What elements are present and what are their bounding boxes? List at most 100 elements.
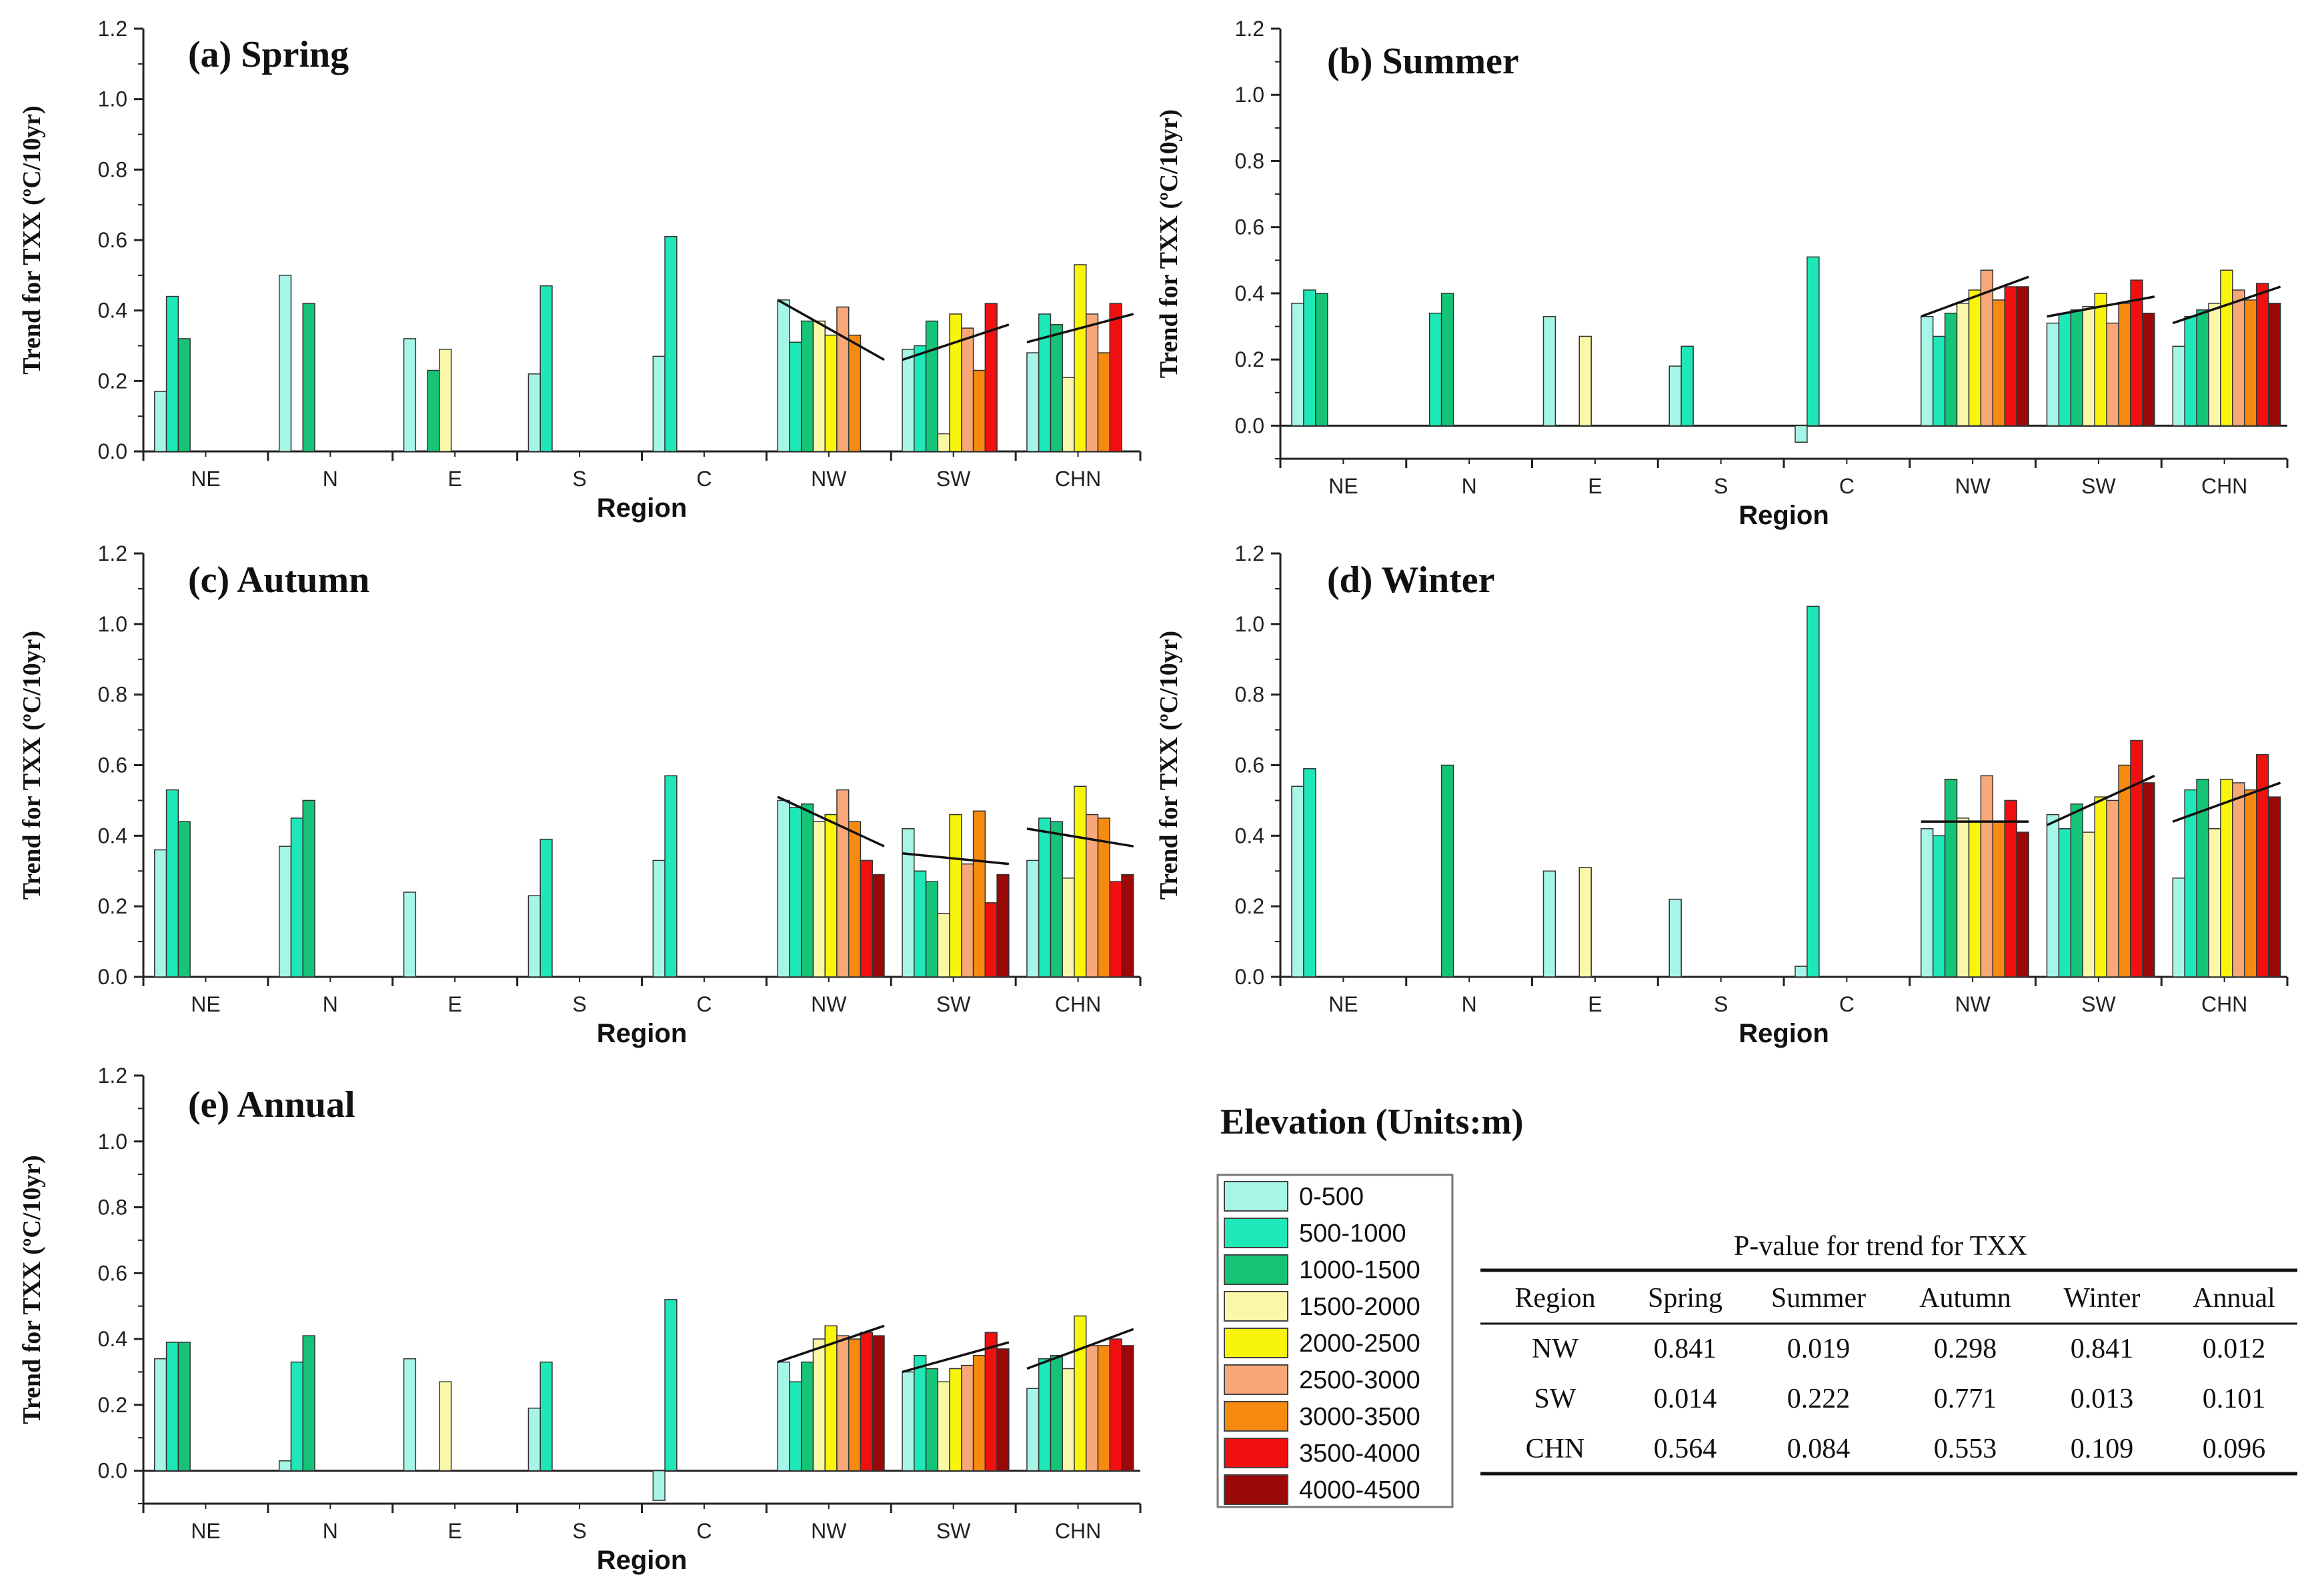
x-tick-label: S — [572, 467, 586, 491]
bar-sw-500-1000 — [914, 1355, 927, 1472]
bar-chn-4000-4500 — [1121, 1345, 1134, 1472]
bar-nw-2000-2500 — [824, 814, 838, 978]
bar-chn-3000-3500 — [1097, 352, 1110, 452]
chart-panel-5: 0.00.20.40.60.81.01.2NE N E S C NW SW CHNRegion… — [18, 1064, 1142, 1575]
chart-panel-4: 0.00.20.40.60.81.01.2NE N E S C NW SW CHNRegion… — [1155, 541, 2289, 1048]
y-axis-label: Trend for TXX (ºC/10yr) — [1155, 109, 1183, 378]
bar-sw-3500-4000 — [984, 902, 998, 978]
y-tick-label: 0.6 — [1235, 753, 1264, 777]
y-tick-label: 0.8 — [1235, 149, 1264, 173]
chart-panels: 0.00.20.40.60.81.01.2NE N E S C NW SW CHNRegion… — [18, 17, 2289, 1575]
bar-chn-500-1000 — [2184, 315, 2197, 427]
bar-sw-3500-4000 — [2130, 279, 2143, 427]
bar-chn-0-500 — [1026, 1388, 1040, 1472]
trend-line-sw — [902, 323, 1010, 361]
x-tick-label: SW — [2081, 474, 2116, 498]
legend-swatch — [1224, 1364, 1288, 1395]
table-cell: SW — [1534, 1384, 1576, 1414]
pvalue-table: P-value for trend for TXX Region Spring Su… — [1480, 1231, 2297, 1476]
bar-chn-1000-1500 — [1050, 324, 1063, 452]
y-tick-label: 0.4 — [98, 299, 127, 323]
legend-label: 1500-2000 — [1299, 1293, 1420, 1321]
bar-nw-500-1000 — [789, 807, 802, 978]
x-tick-label: NW — [811, 1519, 847, 1543]
bar-nw-3000-3500 — [848, 821, 862, 978]
bar-nw-3500-4000 — [860, 860, 873, 978]
y-tick-label: 1.0 — [1235, 612, 1264, 636]
bar-s-0-500 — [527, 373, 541, 452]
bar-ne-500-1000 — [165, 789, 179, 978]
x-tick-label: N — [1462, 474, 1477, 498]
bar-nw-1000-1500 — [1944, 312, 1958, 427]
bar-chn-4000-4500 — [2267, 303, 2281, 427]
bar-ne-0-500 — [1291, 785, 1304, 978]
bar-sw-2500-3000 — [961, 863, 974, 978]
bar-chn-4000-4500 — [2267, 796, 2281, 978]
bar-chn-3000-3500 — [1097, 1345, 1110, 1472]
trend-line-nw — [1921, 275, 2029, 318]
bar-chn-1500-2000 — [2208, 828, 2221, 978]
bar-chn-0-500 — [1026, 352, 1040, 452]
bar-sw-1000-1500 — [925, 881, 939, 978]
bar-sw-1000-1500 — [2070, 803, 2084, 978]
bar-ne-1000-1500 — [1315, 293, 1328, 427]
panel-title: (c) Autumn — [188, 559, 369, 601]
bar-sw-0-500 — [2046, 322, 2060, 427]
bar-sw-3500-4000 — [984, 1332, 998, 1472]
bar-ne-500-1000 — [1303, 768, 1316, 978]
bar-ne-1000-1500 — [177, 821, 191, 978]
bar-ne-500-1000 — [1303, 289, 1316, 427]
x-tick-label: NW — [1955, 992, 1991, 1016]
y-tick-label: 1.0 — [98, 87, 127, 111]
legend-label: 1000-1500 — [1299, 1256, 1420, 1284]
x-tick-label: S — [572, 992, 586, 1016]
y-axis-label: Trend for TXX (ºC/10yr) — [18, 1155, 46, 1424]
bar-sw-2500-3000 — [961, 1364, 974, 1472]
bar-n-1000-1500 — [1440, 293, 1454, 427]
x-tick-label: CHN — [2201, 474, 2247, 498]
bar-c-500-1000 — [664, 235, 678, 452]
x-tick-label: NW — [1955, 474, 1991, 498]
y-tick-label: 0.0 — [98, 1459, 127, 1483]
bar-n-0-500 — [278, 275, 292, 452]
bar-nw-1500-2000 — [812, 320, 826, 452]
trend-line-chn — [2172, 285, 2281, 325]
legend-label: 3000-3500 — [1299, 1403, 1420, 1431]
x-tick-label: C — [696, 992, 712, 1016]
x-tick-label: NE — [191, 467, 220, 491]
x-tick-label: E — [448, 467, 462, 491]
y-tick-label: 1.2 — [1235, 17, 1264, 41]
y-tick-label: 0.4 — [98, 1327, 127, 1351]
x-tick-label: SW — [936, 992, 971, 1016]
bar-nw-4000-4500 — [872, 1335, 885, 1472]
table-cell: 0.553 — [1934, 1434, 1997, 1464]
bar-nw-1000-1500 — [1944, 778, 1958, 978]
bar-ne-1000-1500 — [177, 338, 191, 452]
bar-nw-3000-3500 — [848, 334, 862, 452]
bar-chn-500-1000 — [2184, 789, 2197, 978]
bar-sw-2000-2500 — [2094, 796, 2107, 978]
bar-n-0-500 — [278, 846, 292, 978]
bar-nw-1500-2000 — [812, 821, 826, 978]
legend-swatch — [1224, 1291, 1288, 1322]
bar-c-0-500 — [652, 355, 666, 452]
bar-nw-3500-4000 — [2004, 286, 2017, 427]
y-axis-label: Trend for TXX (ºC/10yr) — [18, 105, 46, 374]
bar-nw-2500-3000 — [1980, 775, 1994, 978]
legend-label: 500-1000 — [1299, 1220, 1406, 1248]
bar-nw-0-500 — [777, 1361, 790, 1472]
bar-nw-3500-4000 — [2004, 800, 2017, 978]
table-header-cell: Spring — [1648, 1283, 1722, 1314]
bar-chn-2000-2500 — [2220, 778, 2233, 978]
bar-chn-2500-3000 — [1085, 1345, 1099, 1472]
legend-swatch — [1224, 1328, 1288, 1358]
y-tick-label: 0.0 — [1235, 413, 1264, 437]
bar-sw-4000-4500 — [996, 1348, 1010, 1472]
x-axis-label: Region — [597, 1019, 688, 1048]
bar-sw-2000-2500 — [949, 313, 962, 452]
table-cell: 0.564 — [1654, 1434, 1717, 1464]
bar-s-500-1000 — [539, 838, 553, 978]
bar-nw-4000-4500 — [872, 874, 885, 978]
bar-s-0-500 — [1668, 365, 1682, 427]
